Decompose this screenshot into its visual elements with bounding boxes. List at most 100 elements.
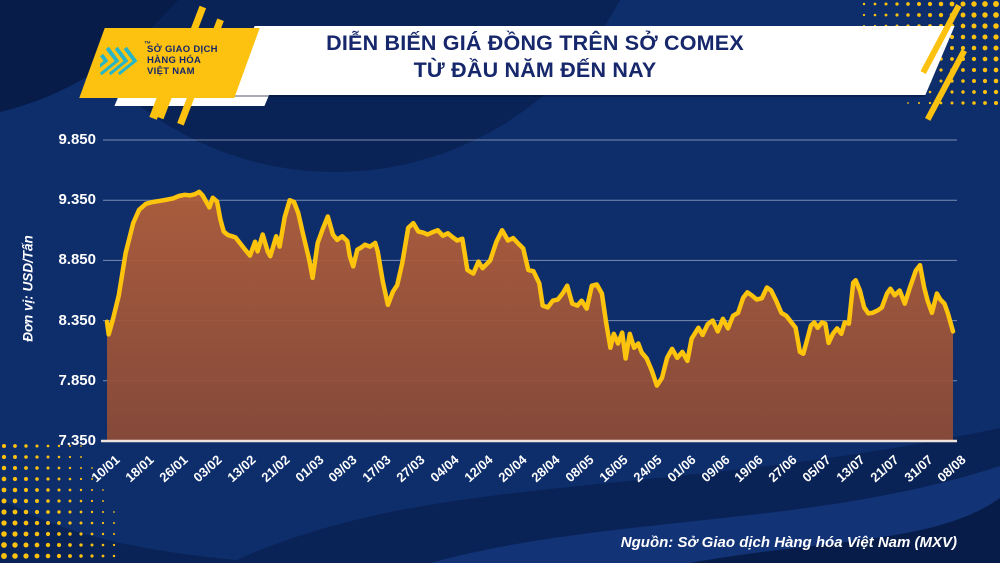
halftone-dot xyxy=(960,23,966,29)
halftone-dot xyxy=(35,455,39,459)
price-line xyxy=(104,189,956,388)
halftone-dot xyxy=(1,454,7,460)
halftone-dot xyxy=(1,443,7,449)
halftone-dot xyxy=(949,1,955,7)
halftone-dot xyxy=(23,487,29,493)
halftone-dot xyxy=(46,477,50,481)
wave-shape xyxy=(430,466,1000,563)
logo-text-line3: VIỆT NAM xyxy=(147,66,195,77)
trademark-symbol: ™ xyxy=(144,41,151,48)
halftone-dot xyxy=(79,466,83,470)
halftone-dot xyxy=(68,455,72,459)
halftone-dot xyxy=(950,57,954,61)
halftone-dot xyxy=(113,511,115,513)
logo-text-line2: HÀNG HÓA xyxy=(147,55,202,66)
halftone-dot xyxy=(101,543,105,547)
halftone-dot xyxy=(982,23,988,29)
halftone-dot xyxy=(112,532,116,536)
halftone-dot xyxy=(79,510,83,514)
chart-title-line1: DIỄN BIẾN GIÁ ĐỒNG TRÊN SỞ COMEX xyxy=(326,31,744,55)
halftone-dot xyxy=(34,531,40,537)
halftone-dot xyxy=(45,542,51,548)
halftone-dot xyxy=(56,553,62,559)
halftone-dot xyxy=(906,13,910,17)
halftone-dot xyxy=(57,444,61,448)
y-tick-label: 8.850 xyxy=(58,251,96,269)
y-tick-label: 7.350 xyxy=(58,432,96,449)
halftone-dot xyxy=(938,12,944,18)
halftone-dot xyxy=(46,466,50,470)
halftone-dot xyxy=(961,101,965,105)
halftone-dot xyxy=(46,510,50,514)
halftone-dot xyxy=(993,89,999,95)
halftone-dot xyxy=(12,509,18,515)
halftone-dot xyxy=(57,499,61,503)
halftone-dot xyxy=(1,542,7,548)
halftone-dot xyxy=(960,1,966,7)
halftone-dot xyxy=(68,444,72,448)
halftone-dot xyxy=(80,445,82,447)
halftone-dot xyxy=(46,444,50,448)
halftone-dot xyxy=(928,101,932,105)
halftone-dot xyxy=(68,543,72,547)
halftone-dot xyxy=(993,78,999,84)
halftone-dot xyxy=(906,2,910,6)
chart-title: DIỄN BIẾN GIÁ ĐỒNG TRÊN SỞ COMEX TỪ ĐẦU … xyxy=(250,30,820,84)
halftone-dot xyxy=(23,553,29,559)
halftone-dot xyxy=(68,521,72,525)
halftone-dot xyxy=(23,509,29,515)
halftone-dot xyxy=(982,12,988,18)
mxv-logo: ™ SỞ GIAO DỊCH HÀNG HÓA VIỆT NAM xyxy=(100,41,218,77)
halftone-dot xyxy=(982,34,988,40)
halftone-dot xyxy=(79,543,83,547)
halftone-dot xyxy=(24,466,28,470)
halftone-dot xyxy=(34,542,40,548)
halftone-dot xyxy=(12,498,18,504)
halftone-dot xyxy=(12,542,18,548)
halftone-dot xyxy=(46,521,50,525)
y-tick-label: 9.350 xyxy=(58,191,96,209)
halftone-dot xyxy=(1,531,7,537)
halftone-dot xyxy=(35,477,39,481)
halftone-dot xyxy=(79,499,83,503)
halftone-dot xyxy=(34,553,40,559)
halftone-dot xyxy=(961,79,965,83)
halftone-dot xyxy=(68,466,72,470)
halftone-dot xyxy=(1,553,7,559)
logo-text-line1: SỞ GIAO DỊCH xyxy=(147,44,218,55)
halftone-dot xyxy=(950,46,954,50)
halftone-dot xyxy=(90,543,94,547)
halftone-dot xyxy=(939,79,943,83)
halftone-dot xyxy=(35,488,39,492)
halftone-dot xyxy=(46,499,50,503)
halftone-dot xyxy=(884,13,888,17)
halftone-dot xyxy=(961,90,965,94)
halftone-dot xyxy=(928,90,932,94)
halftone-dot xyxy=(24,455,28,459)
halftone-dot xyxy=(1,476,7,482)
halftone-dot xyxy=(90,488,94,492)
halftone-dot xyxy=(971,1,977,7)
halftone-dot xyxy=(90,532,94,536)
halftone-dot xyxy=(102,500,104,502)
halftone-dot xyxy=(35,444,39,448)
halftone-dot xyxy=(917,101,921,105)
halftone-dot xyxy=(884,2,888,6)
halftone-dot xyxy=(993,1,999,7)
mxv-logo-icon xyxy=(100,46,138,75)
halftone-dot xyxy=(939,101,943,105)
halftone-dot xyxy=(101,510,105,514)
wave-shape xyxy=(690,498,1000,563)
halftone-dot xyxy=(90,510,94,514)
halftone-dot xyxy=(79,532,83,536)
halftone-dot xyxy=(46,488,50,492)
halftone-dot xyxy=(873,2,877,6)
halftone-dot xyxy=(993,45,999,51)
halftone-dot xyxy=(993,67,999,73)
halftone-dots-bottom-left xyxy=(1,443,116,559)
halftone-dot xyxy=(13,455,17,459)
halftone-dot xyxy=(971,12,977,18)
halftone-dot xyxy=(971,67,977,73)
